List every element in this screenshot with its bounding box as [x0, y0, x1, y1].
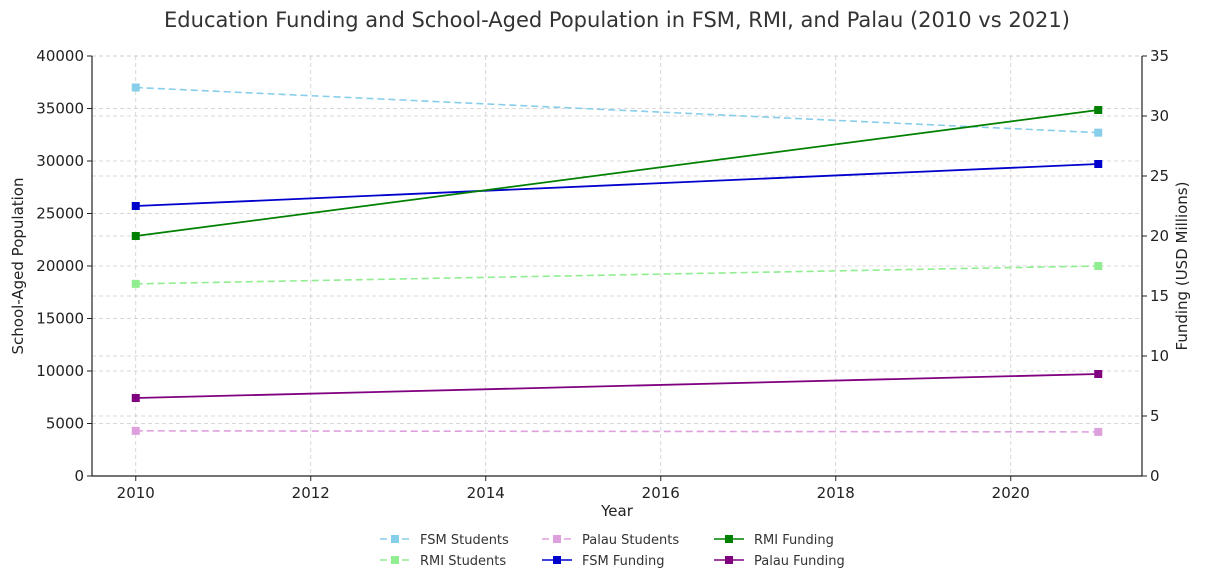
legend-marker-palau-students	[553, 535, 561, 543]
data-point-fsm-students	[131, 83, 140, 92]
legend: FSM Students RMI Students Palau Students FS…	[380, 533, 845, 569]
y-left-tick-label: 35000	[36, 100, 84, 118]
legend-marker-fsm-students	[391, 535, 399, 543]
x-tick-label: 2018	[817, 484, 855, 502]
y-left-tick-label: 0	[74, 467, 84, 485]
series-line-fsm-students	[135, 86, 1099, 134]
x-tick-label: 2014	[467, 484, 505, 502]
legend-label-fsm-students: FSM Students	[420, 533, 509, 548]
y-right-tick-label: 35	[1150, 47, 1169, 65]
y-left-tick-label: 20000	[36, 257, 84, 275]
x-tick-label: 2016	[642, 484, 680, 502]
y-right-tick-label: 5	[1150, 407, 1160, 425]
y-right-tick-label: 10	[1150, 347, 1169, 365]
ticks: 2010 2012 2014 2016 2018 20200500010000150002…	[36, 47, 1169, 502]
y-left-tick-label: 15000	[36, 310, 84, 328]
series-line-fsm-funding	[135, 163, 1099, 207]
data-point-fsm-funding	[131, 202, 140, 210]
y-right-tick-label: 20	[1150, 227, 1169, 245]
legend-label-palau-funding: Palau Funding	[754, 554, 845, 569]
legend-marker-rmi-students	[391, 556, 399, 564]
series-line-rmi-funding	[135, 109, 1099, 237]
y-right-tick-label: 25	[1150, 167, 1169, 185]
y-left-tick-label: 10000	[36, 362, 84, 380]
y-left-tick-label: 5000	[46, 415, 84, 433]
data-point-rmi-funding	[1094, 106, 1103, 114]
legend-marker-rmi-funding	[725, 535, 733, 543]
data-point-fsm-funding	[1094, 160, 1103, 168]
data-point-fsm-students	[1094, 128, 1103, 137]
legend-label-palau-students: Palau Students	[582, 533, 679, 548]
y-right-tick-label: 30	[1150, 107, 1169, 125]
legend-marker-fsm-funding	[553, 556, 561, 564]
data-point-palau-funding	[131, 394, 140, 402]
legend-label-rmi-funding: RMI Funding	[754, 533, 834, 548]
data-point-rmi-funding	[131, 232, 140, 240]
y-right-tick-label: 15	[1150, 287, 1169, 305]
y-left-tick-label: 40000	[36, 47, 84, 65]
data-point-palau-students	[1094, 427, 1103, 436]
grid	[92, 55, 1142, 477]
series-line-palau-students	[135, 430, 1099, 433]
legend-marker-palau-funding	[725, 556, 733, 564]
chart-title: Education Funding and School-Aged Popula…	[164, 8, 1070, 32]
data-point-rmi-students	[1094, 262, 1103, 270]
y-left-tick-label: 30000	[36, 152, 84, 170]
y-right-tick-label: 0	[1150, 467, 1160, 485]
series-line-palau-funding	[135, 373, 1099, 399]
data-point-rmi-students	[131, 279, 140, 288]
y-left-tick-label: 25000	[36, 205, 84, 223]
y-axis-right-label: Funding (USD Millions)	[1173, 182, 1191, 351]
series-layer	[131, 83, 1103, 436]
y-axis-left-label: School-Aged Population	[9, 178, 27, 355]
data-point-palau-funding	[1094, 370, 1103, 378]
series-line-rmi-students	[135, 265, 1099, 285]
x-tick-label: 2010	[117, 484, 155, 502]
data-point-palau-students	[131, 426, 140, 435]
legend-label-rmi-students: RMI Students	[420, 554, 506, 569]
x-tick-label: 2012	[292, 484, 330, 502]
x-axis-label: Year	[600, 502, 634, 520]
legend-label-fsm-funding: FSM Funding	[582, 554, 664, 569]
x-tick-label: 2020	[992, 484, 1030, 502]
